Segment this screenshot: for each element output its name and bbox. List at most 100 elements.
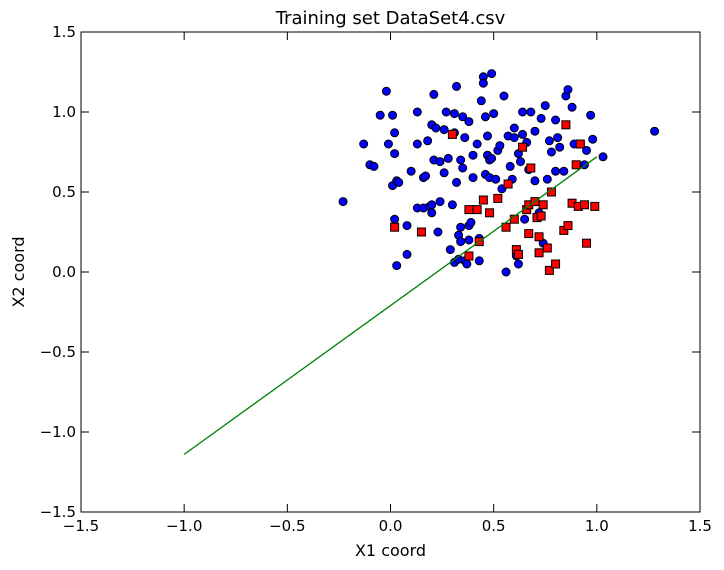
data-point-blue-81 [499,91,509,101]
x-tick-label: 1.0 [585,517,609,535]
data-point-blue-57 [464,235,474,245]
data-point-red-25 [538,200,548,210]
data-point-blue-12 [394,177,404,187]
data-point-blue-74 [487,69,497,79]
y-tick-label: −1.5 [40,503,76,521]
x-tick-label: −0.5 [269,517,305,535]
data-point-red-29 [551,259,561,269]
data-point-red-26 [542,243,552,253]
data-point-red-19 [526,163,536,173]
data-point-red-4 [464,205,474,215]
data-point-blue-103 [540,101,550,111]
data-point-blue-89 [513,259,523,269]
data-point-blue-87 [509,133,519,143]
data-point-blue-8 [390,128,400,138]
data-point-red-14 [513,249,523,259]
data-point-blue-77 [491,174,501,184]
data-point-blue-104 [542,174,552,184]
x-tick-label: 0.0 [379,517,403,535]
data-point-blue-122 [650,126,660,136]
data-point-red-3 [464,251,474,261]
y-axis-title: X2 coord [9,236,28,307]
data-point-blue-84 [505,161,515,171]
data-point-blue-6 [383,139,393,149]
data-point-red-15 [518,142,528,152]
data-point-blue-15 [402,249,412,259]
data-point-blue-109 [553,133,563,143]
data-point-red-31 [561,120,571,130]
x-tick-label: −1.0 [166,517,202,535]
data-point-red-5 [472,205,482,215]
data-point-blue-19 [412,139,422,149]
data-point-blue-61 [468,173,478,183]
data-point-blue-7 [388,110,398,120]
data-point-blue-50 [456,155,466,165]
y-axis: −1.5 −1.0 −0.5 0.0 0.5 1.0 1.5 [40,23,700,521]
data-point-blue-45 [452,177,462,187]
data-point-blue-91 [515,157,525,167]
data-point-blue-0 [338,197,348,207]
data-point-red-18 [524,229,534,239]
data-point-blue-55 [462,259,472,269]
x-tick-label: 0.5 [482,517,506,535]
data-point-blue-75 [487,153,497,163]
data-point-blue-36 [439,168,449,178]
data-point-blue-98 [530,126,540,136]
plot-frame [80,31,701,513]
data-point-red-39 [590,201,600,211]
data-point-blue-106 [546,147,556,157]
data-point-blue-30 [431,123,441,133]
data-point-blue-121 [598,152,608,162]
data-point-blue-24 [423,136,433,146]
data-point-blue-23 [421,171,431,181]
plot-area [80,31,701,513]
data-point-red-8 [485,208,495,218]
data-point-blue-94 [520,214,530,224]
data-point-blue-16 [402,221,412,231]
data-point-blue-59 [466,217,476,227]
data-point-red-27 [544,265,554,275]
data-point-red-23 [534,248,544,258]
data-point-blue-108 [551,115,561,125]
data-point-blue-86 [509,123,519,133]
data-point-blue-82 [501,267,511,277]
data-point-blue-64 [474,256,484,266]
data-point-red-36 [575,139,585,149]
data-point-red-10 [501,222,511,232]
data-point-blue-34 [435,157,445,167]
chart-title: Training set DataSet4.csv [275,8,506,29]
data-point-blue-49 [456,222,466,232]
data-point-blue-44 [449,109,459,119]
data-point-blue-76 [489,109,499,119]
data-point-blue-69 [480,112,490,122]
data-point-blue-113 [563,85,573,95]
data-point-blue-35 [439,125,449,135]
x-axis: −1.5 −1.0 −0.5 0.0 0.5 1.0 1.5 [63,32,712,535]
data-point-blue-26 [427,208,437,218]
data-point-blue-20 [412,107,422,117]
data-point-red-11 [503,179,513,189]
data-point-blue-38 [443,153,453,163]
data-point-blue-48 [456,237,466,247]
data-point-blue-92 [518,129,528,139]
data-point-red-9 [493,193,503,203]
data-point-red-1 [416,227,426,237]
data-point-red-38 [582,238,592,248]
data-point-blue-62 [472,139,482,149]
data-point-blue-71 [482,131,492,141]
data-point-blue-110 [555,142,565,152]
data-point-blue-4 [375,110,385,120]
data-point-blue-105 [544,136,554,146]
data-point-blue-53 [460,133,470,143]
data-point-blue-39 [445,245,455,255]
x-tick-label: −1.5 [63,517,99,535]
data-point-blue-114 [567,102,577,112]
y-tick-label: 0.0 [52,263,76,281]
data-point-blue-120 [588,134,598,144]
y-tick-label: 0.5 [52,183,76,201]
data-point-red-0 [390,222,400,232]
decision-line [183,156,598,455]
data-point-red-7 [478,195,488,205]
data-point-blue-14 [392,261,402,271]
